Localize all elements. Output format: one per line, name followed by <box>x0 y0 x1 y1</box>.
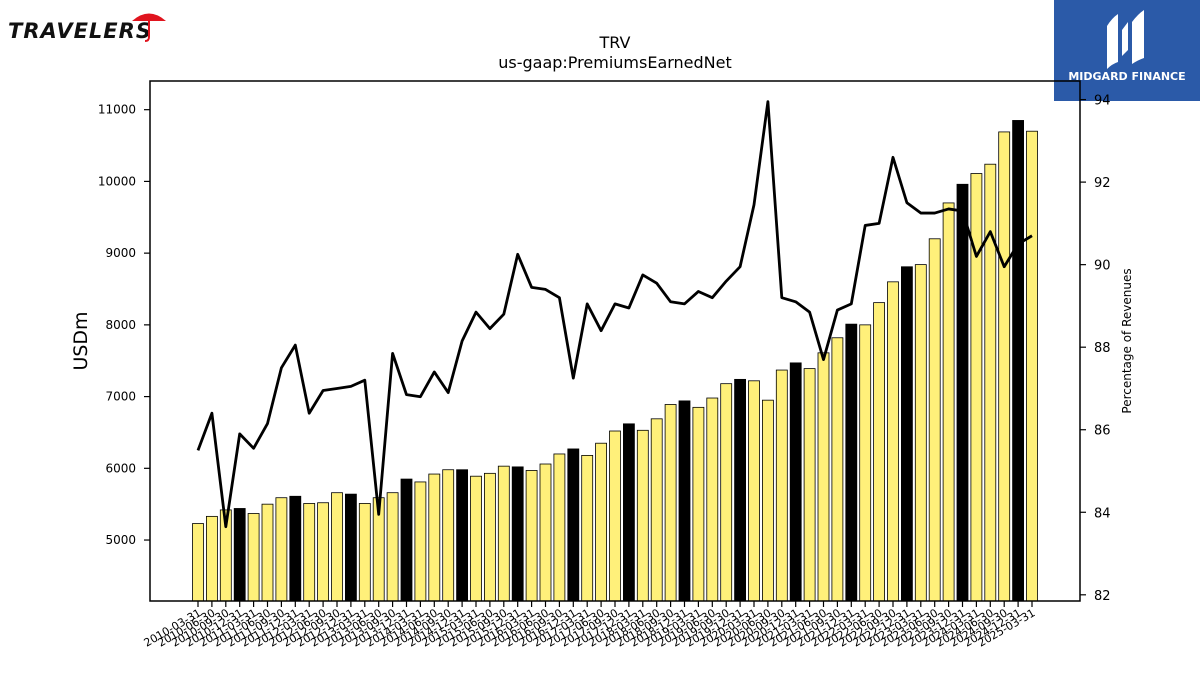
bar-2020-03-31 <box>748 380 760 602</box>
y2-tick-label: 92 <box>1094 176 1111 191</box>
bar-2012-03-31 <box>303 503 316 602</box>
bar-2021-12-31 <box>845 323 858 602</box>
bar-2019-09-30 <box>720 383 733 602</box>
y-tick-label: 5000 <box>105 533 136 547</box>
midgard-m-icon <box>1107 10 1144 69</box>
bar-2024-09-30 <box>998 131 1011 602</box>
line-series <box>196 100 1033 529</box>
bar-2012-09-30 <box>331 492 343 602</box>
y2-axis-ticks: 82 84 86 88 90 92 94 <box>1080 94 1111 604</box>
bar-2012-06-30 <box>317 502 330 602</box>
bar-2016-06-30 <box>539 463 552 602</box>
y-tick-label: 6000 <box>105 461 136 475</box>
bar-2010-06-30 <box>205 515 218 602</box>
y2-tick-label: 84 <box>1094 506 1111 521</box>
bar-2016-03-31 <box>525 470 538 602</box>
bar-2023-09-30 <box>942 202 955 602</box>
bar-2024-03-31 <box>970 173 983 602</box>
chart-title: TRV <box>599 33 631 52</box>
y-tick-label: 7000 <box>105 390 136 404</box>
bar-2018-09-30 <box>664 404 677 602</box>
y-tick-label: 8000 <box>105 318 136 332</box>
midgard-wordmark: MIDGARD FINANCE <box>1068 70 1185 83</box>
bar-2024-06-30 <box>984 163 997 602</box>
bar-2010-03-31 <box>192 523 204 602</box>
bar-2018-06-30 <box>650 418 663 602</box>
y2-tick-label: 86 <box>1094 424 1111 439</box>
bar-2022-06-30 <box>873 302 885 602</box>
bar-2020-09-30 <box>775 369 788 602</box>
y2-tick-label: 94 <box>1094 94 1111 109</box>
revenue-share-line <box>196 100 1033 529</box>
y-axis-ticks: 5000 6000 7000 8000 9000 10000 11000 <box>98 103 150 547</box>
y2-tick-label: 88 <box>1094 341 1111 356</box>
bar-series <box>192 120 1038 602</box>
bar-2022-12-31 <box>901 266 913 602</box>
travelers-wordmark: TRAVELERS <box>8 19 152 43</box>
bar-2014-12-31 <box>456 469 469 602</box>
bar-2015-06-30 <box>483 472 496 602</box>
y-axis-label: USDm <box>70 311 92 370</box>
bar-2016-12-31 <box>567 448 580 602</box>
bar-2012-12-31 <box>344 493 357 602</box>
bar-2014-06-30 <box>428 473 441 602</box>
umbrella-icon <box>132 13 166 42</box>
bar-2015-03-31 <box>470 475 482 602</box>
bar-2010-12-31 <box>233 508 246 602</box>
bar-2011-09-30 <box>275 497 288 602</box>
x-axis-ticks: 2010-03-312010-06-302010-09-302010-12-31… <box>142 601 1038 650</box>
bar-2020-06-30 <box>762 399 774 602</box>
chart-subtitle: us-gaap:PremiumsEarnedNet <box>498 53 732 72</box>
bar-2011-12-31 <box>289 495 302 602</box>
bar-2013-09-30 <box>386 492 399 602</box>
bar-2014-03-31 <box>414 481 427 602</box>
bar-2018-03-31 <box>636 429 649 602</box>
plot-frame <box>149 80 1081 602</box>
bar-2025-03-31 <box>1026 130 1038 602</box>
bar-2011-03-31 <box>247 513 260 602</box>
bar-2021-06-30 <box>817 352 830 602</box>
bar-2020-12-31 <box>789 362 802 602</box>
bar-2021-09-30 <box>831 337 844 602</box>
bar-2022-03-31 <box>859 324 872 602</box>
bar-2019-06-30 <box>706 397 719 602</box>
bar-2015-12-31 <box>511 466 524 602</box>
y-tick-label: 9000 <box>105 246 136 260</box>
bar-2013-03-31 <box>358 503 371 602</box>
bar-2016-09-30 <box>553 453 566 602</box>
bar-2018-12-31 <box>678 400 691 602</box>
bar-2017-06-30 <box>595 442 607 602</box>
bar-2017-12-31 <box>623 423 635 602</box>
bar-2019-03-31 <box>692 406 705 602</box>
bar-2023-12-31 <box>956 183 969 602</box>
bar-2024-12-31 <box>1012 120 1024 602</box>
y2-tick-label: 82 <box>1094 589 1111 604</box>
bar-2013-12-31 <box>400 478 413 602</box>
y-tick-label: 10000 <box>98 174 136 188</box>
y2-tick-label: 90 <box>1094 259 1111 274</box>
bar-2023-06-30 <box>928 238 941 602</box>
midgard-finance-logo: MIDGARD FINANCE <box>1054 0 1200 101</box>
bar-2019-12-31 <box>734 378 746 602</box>
y-tick-label: 11000 <box>98 103 136 117</box>
bar-2021-03-31 <box>803 368 816 602</box>
bar-2011-06-30 <box>261 503 274 602</box>
y2-axis-label: Percentage of Revenues <box>1120 268 1134 413</box>
bar-2015-09-30 <box>497 465 510 602</box>
bar-2023-03-31 <box>914 264 927 602</box>
bar-2017-09-30 <box>609 430 621 602</box>
bar-2022-09-30 <box>887 281 899 602</box>
bar-2014-09-30 <box>442 469 455 602</box>
travelers-logo: TRAVELERS <box>8 13 166 43</box>
bar-2017-03-31 <box>581 454 594 602</box>
